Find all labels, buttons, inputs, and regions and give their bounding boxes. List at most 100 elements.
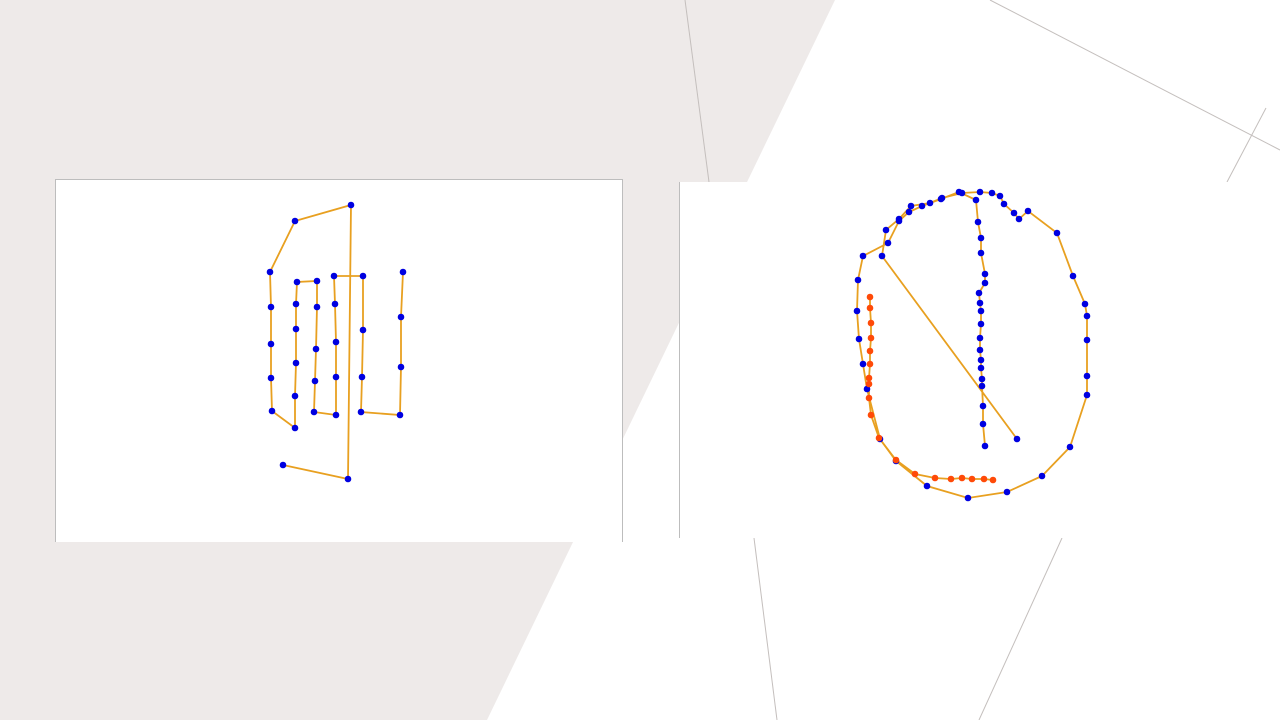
data-point (279, 461, 287, 469)
data-point (1024, 207, 1032, 215)
data-point (979, 420, 987, 428)
data-point (972, 196, 980, 204)
data-point (977, 249, 985, 257)
data-point (1003, 488, 1011, 496)
data-point (958, 474, 966, 482)
data-point (907, 202, 915, 210)
data-point (895, 215, 903, 223)
data-point (1013, 435, 1021, 443)
data-point (313, 277, 321, 285)
data-point (268, 407, 276, 415)
data-point (947, 475, 955, 483)
data-point (330, 272, 338, 280)
data-point (1083, 336, 1091, 344)
data-point (859, 252, 867, 260)
data-point (905, 208, 913, 216)
data-point (866, 347, 874, 355)
data-point (293, 278, 301, 286)
data-point (291, 217, 299, 225)
data-point (867, 319, 875, 327)
data-point (978, 382, 986, 390)
data-point (926, 199, 934, 207)
data-point (981, 279, 989, 287)
right-plot-panel (679, 182, 1280, 538)
data-point (397, 363, 405, 371)
data-point (357, 408, 365, 416)
data-point (923, 482, 931, 490)
data-point (867, 334, 875, 342)
data-point (1081, 300, 1089, 308)
data-point (854, 276, 862, 284)
data-point (981, 270, 989, 278)
guide-line (684, 0, 710, 183)
data-point (911, 470, 919, 478)
data-point (865, 374, 873, 382)
data-point (331, 300, 339, 308)
data-point (399, 268, 407, 276)
left-plot (266, 201, 407, 483)
data-point (396, 411, 404, 419)
data-point (866, 360, 874, 368)
data-point (1053, 229, 1061, 237)
data-point (311, 377, 319, 385)
data-point (267, 340, 275, 348)
data-point (267, 303, 275, 311)
data-point (1010, 209, 1018, 217)
data-point (867, 411, 875, 419)
data-point (291, 392, 299, 400)
data-point (1038, 472, 1046, 480)
guide-line (978, 537, 1063, 720)
data-point (865, 394, 873, 402)
data-point (267, 374, 275, 382)
data-point (347, 201, 355, 209)
trace-line (868, 297, 994, 481)
data-point (358, 373, 366, 381)
data-point (291, 424, 299, 432)
data-point (976, 188, 984, 196)
data-point (1069, 272, 1077, 280)
data-point (964, 494, 972, 502)
data-point (313, 303, 321, 311)
data-point (892, 456, 900, 464)
guide-line (753, 537, 778, 720)
data-point (292, 300, 300, 308)
data-point (958, 189, 966, 197)
data-point (988, 189, 996, 197)
data-point (1015, 215, 1023, 223)
trace-line (856, 191, 1088, 499)
data-point (977, 364, 985, 372)
data-point (977, 356, 985, 364)
data-point (938, 194, 946, 202)
data-point (884, 239, 892, 247)
data-point (359, 326, 367, 334)
data-point (918, 202, 926, 210)
data-point (976, 334, 984, 342)
data-point (292, 325, 300, 333)
data-point (989, 476, 997, 484)
left-plot-panel (55, 179, 623, 542)
data-point (397, 313, 405, 321)
data-point (1083, 391, 1091, 399)
data-point (332, 411, 340, 419)
data-point (882, 226, 890, 234)
guide-line (989, 0, 1280, 151)
data-point (977, 320, 985, 328)
data-point (976, 299, 984, 307)
data-point (853, 307, 861, 315)
data-point (859, 360, 867, 368)
data-point (968, 475, 976, 483)
data-point (863, 385, 871, 393)
data-point (1083, 312, 1091, 320)
data-point (1000, 200, 1008, 208)
data-point (332, 338, 340, 346)
data-point (979, 402, 987, 410)
data-point (978, 375, 986, 383)
data-point (866, 304, 874, 312)
data-point (866, 293, 874, 301)
guide-line (1226, 107, 1267, 183)
right-plot (853, 188, 1091, 502)
data-point (1083, 372, 1091, 380)
data-point (344, 475, 352, 483)
data-point (292, 359, 300, 367)
data-point (855, 335, 863, 343)
